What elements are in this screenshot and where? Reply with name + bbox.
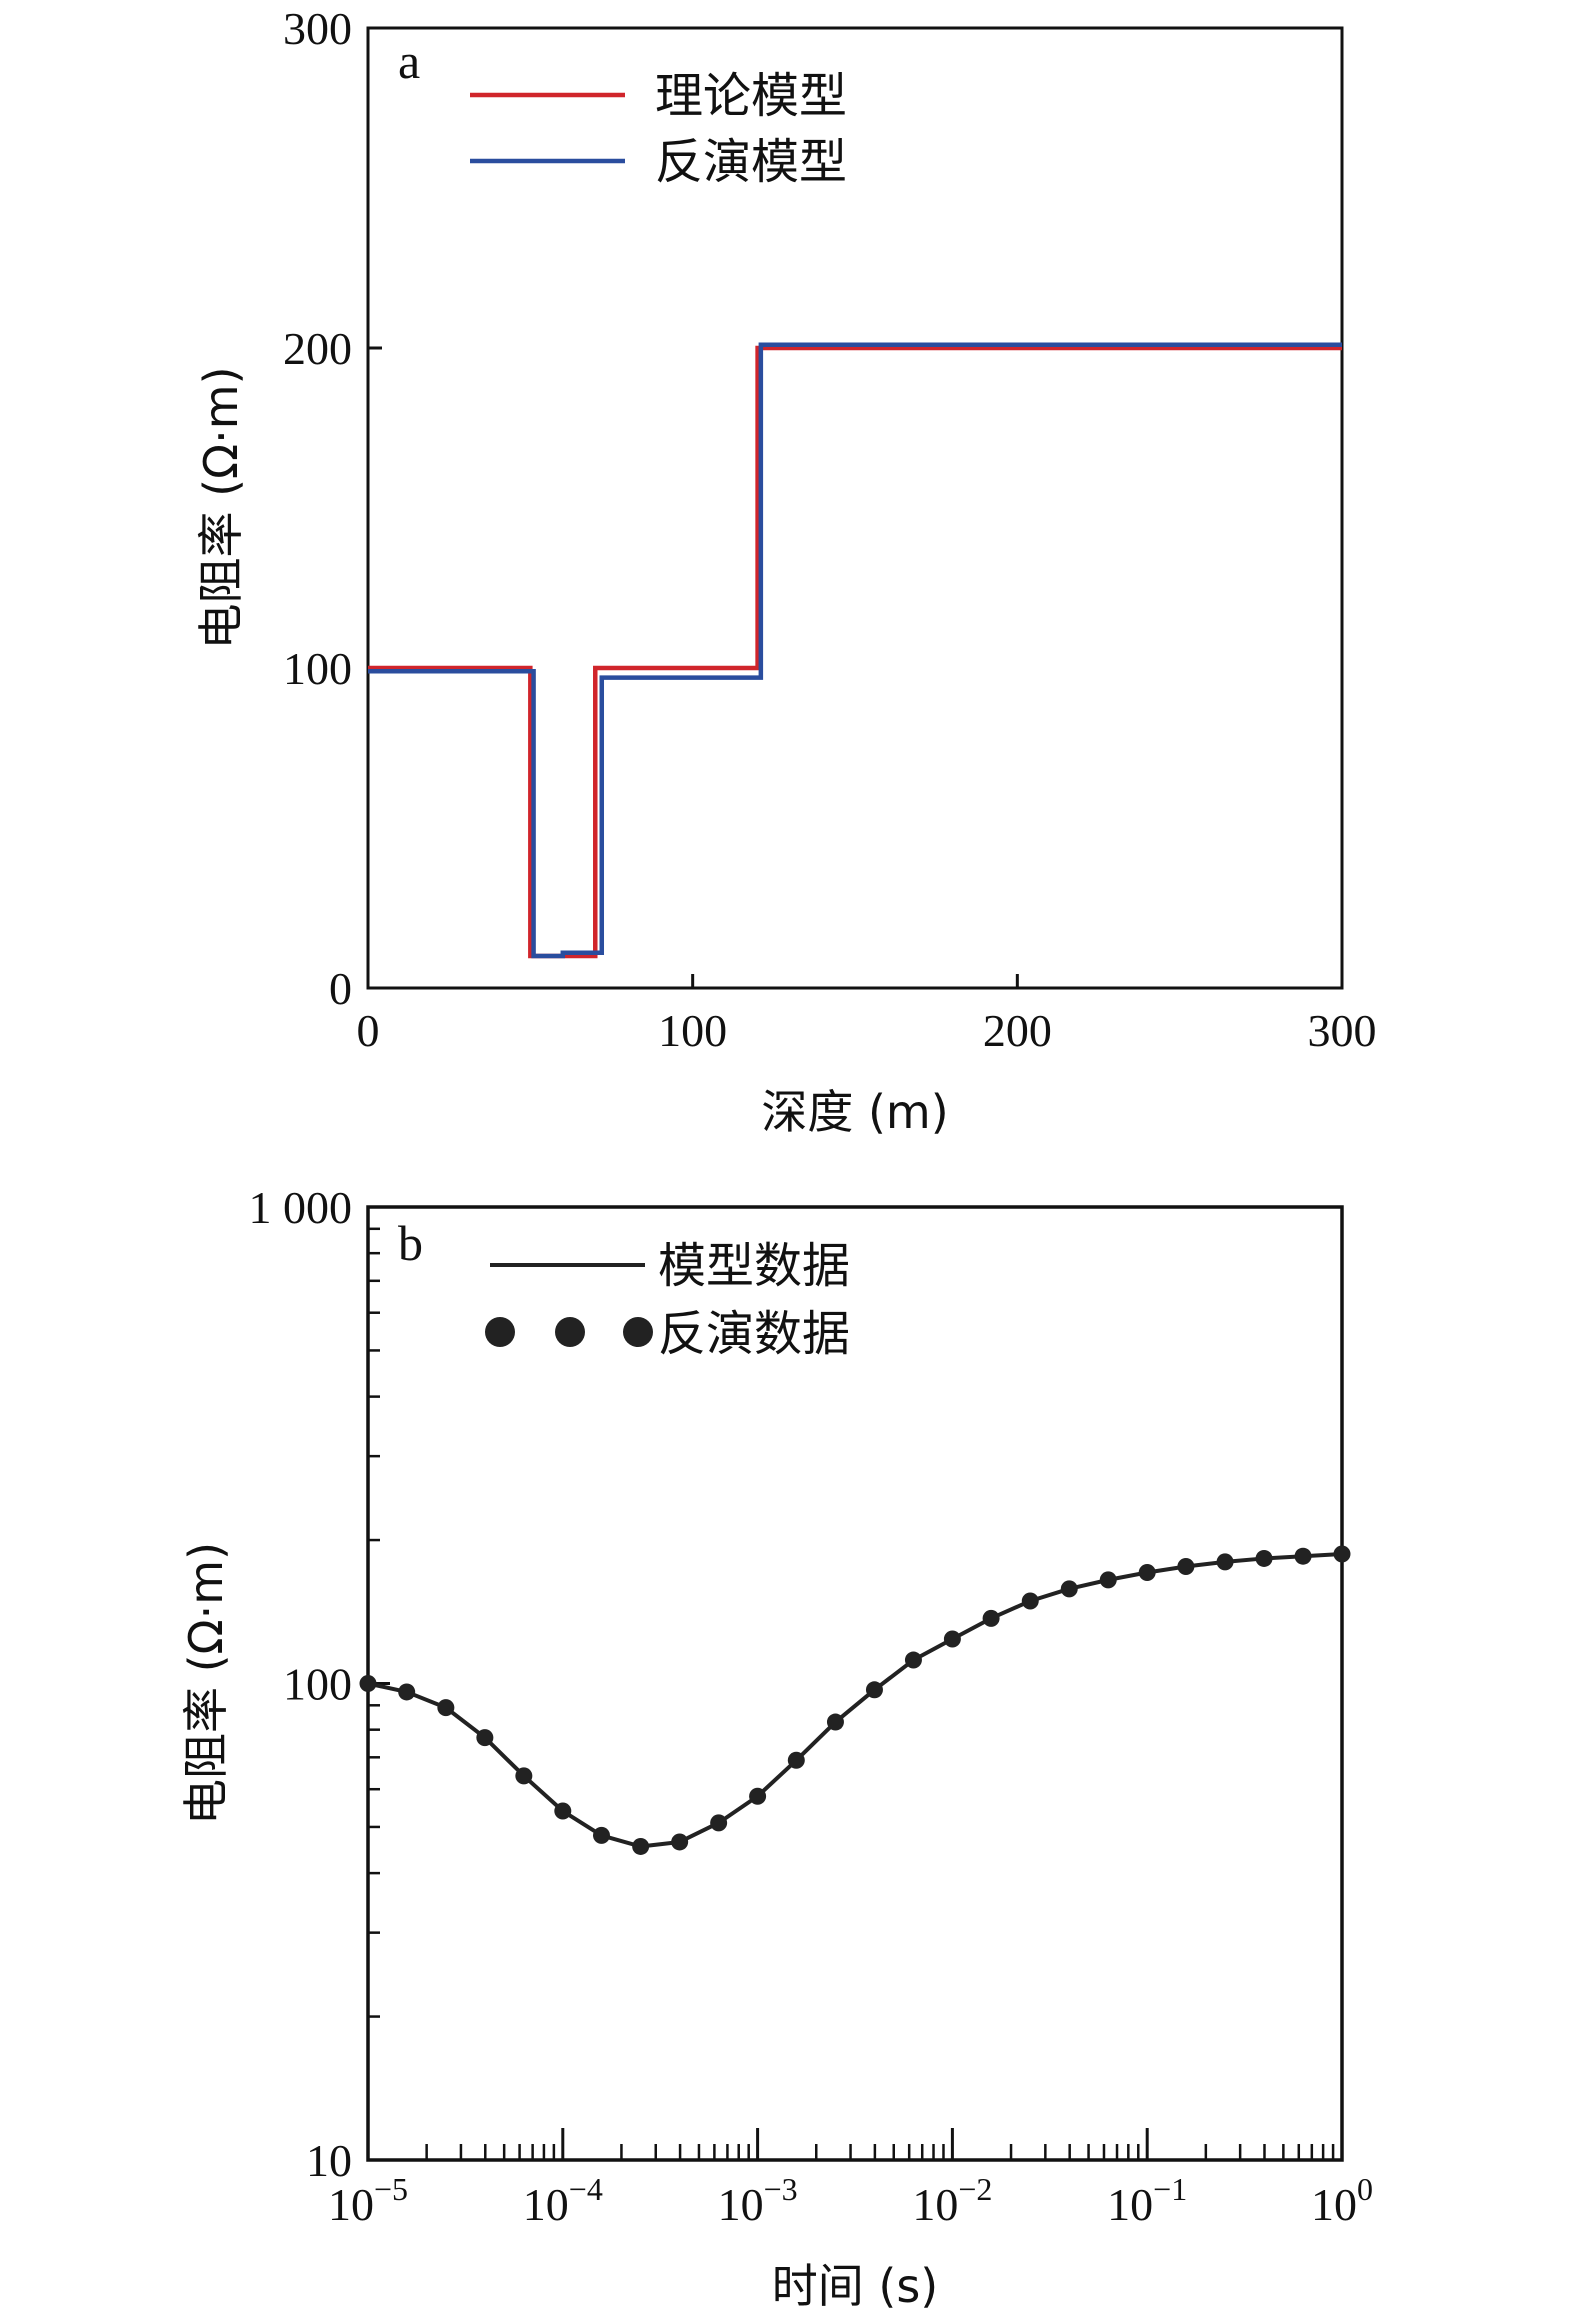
x-axis-title-b: 时间 (s) [772,2259,938,2313]
legend-marker-b [555,1317,585,1347]
data-point-b [1216,1553,1234,1571]
x-tick-base-b: 10 [718,2179,764,2230]
plot-frame-a [366,26,1344,990]
legend-label-a-0: 理论模型 [655,68,847,124]
series-line-a-1 [368,342,1342,959]
panel-label-a: a [398,33,420,89]
y-tick-label-a: 100 [283,643,352,694]
x-tick-exponent-b: −5 [374,2171,408,2207]
x-axis-title-a: 深度 (m) [761,1085,948,1139]
y-tick-label-b: 10 [306,2135,352,2186]
data-point-b [1294,1547,1312,1565]
data-point-b [1060,1580,1078,1598]
series-line-a-0 [368,345,1342,959]
x-tick-label-b: 10−2 [912,2171,992,2230]
data-point-b [476,1729,494,1747]
legend-label-a-1: 反演模型 [655,134,847,190]
legend-marker-b [623,1317,653,1347]
x-tick-label-b: 10−3 [718,2171,798,2230]
y-axis-title-a: 电阻率 (Ω·m) [194,366,248,649]
legend-marker-b [485,1317,515,1347]
data-point-b [1177,1558,1195,1576]
data-point-b [1255,1549,1273,1567]
x-tick-base-b: 10 [523,2179,569,2230]
x-tick-label-a: 0 [357,1005,380,1056]
y-tick-label-b: 100 [283,1659,352,1710]
y-tick-label-a: 0 [329,963,352,1014]
x-tick-label-b: 100 [1311,2171,1373,2230]
x-tick-exponent-b: −3 [764,2171,798,2207]
x-tick-label-a: 200 [983,1005,1052,1056]
data-point-b [826,1713,844,1731]
x-tick-exponent-b: −1 [1153,2171,1187,2207]
data-point-b [982,1609,1000,1627]
legend-label-b-1: 反演数据 [658,1306,850,1362]
series-line-b [367,1551,1343,1849]
data-point-b [398,1683,416,1701]
y-tick-label-a: 200 [283,323,352,374]
y-tick-label-b: 1 000 [249,1182,353,1233]
data-point-b [904,1651,922,1669]
data-point-b [710,1814,728,1832]
panel-label-b: b [398,1215,423,1271]
x-tick-base-b: 10 [912,2179,958,2230]
x-tick-label-b: 10−4 [523,2171,603,2230]
y-axis-title-b: 电阻率 (Ω·m) [179,1542,233,1825]
legend-label-b-0: 模型数据 [658,1238,850,1294]
data-point-b [1021,1592,1039,1610]
data-point-b [1138,1563,1156,1581]
x-tick-label-a: 300 [1308,1005,1377,1056]
x-tick-exponent-b: −2 [958,2171,992,2207]
x-tick-exponent-b: 0 [1357,2171,1373,2207]
x-tick-label-b: 10−5 [328,2171,408,2230]
x-tick-base-b: 10 [1311,2179,1357,2230]
chart-a: 0 100 200 300 0 100 200 300 深度 (m) 电阻率 (Ω·m) a 理论模型… [194,3,1377,1139]
data-point-b [671,1833,689,1851]
y-tick-label-a: 300 [283,3,352,54]
x-tick-base-b: 10 [328,2179,374,2230]
data-point-b [749,1787,767,1805]
data-point-b [359,1675,377,1692]
x-tick-label-a: 100 [658,1005,727,1056]
x-tick-base-b: 10 [1107,2179,1153,2230]
x-tick-exponent-b: −4 [569,2171,603,2207]
data-point-b [632,1837,650,1855]
data-point-b [787,1751,805,1769]
data-point-b [865,1681,883,1699]
plot-frame-b [366,1205,1344,2162]
data-point-b [592,1826,610,1844]
data-point-b [437,1699,455,1717]
data-point-b [943,1630,961,1648]
data-point-b [1099,1571,1117,1589]
data-point-b [515,1767,533,1785]
x-tick-label-b: 10−1 [1107,2171,1187,2230]
data-point-b [554,1802,572,1820]
data-point-b [1333,1545,1351,1563]
